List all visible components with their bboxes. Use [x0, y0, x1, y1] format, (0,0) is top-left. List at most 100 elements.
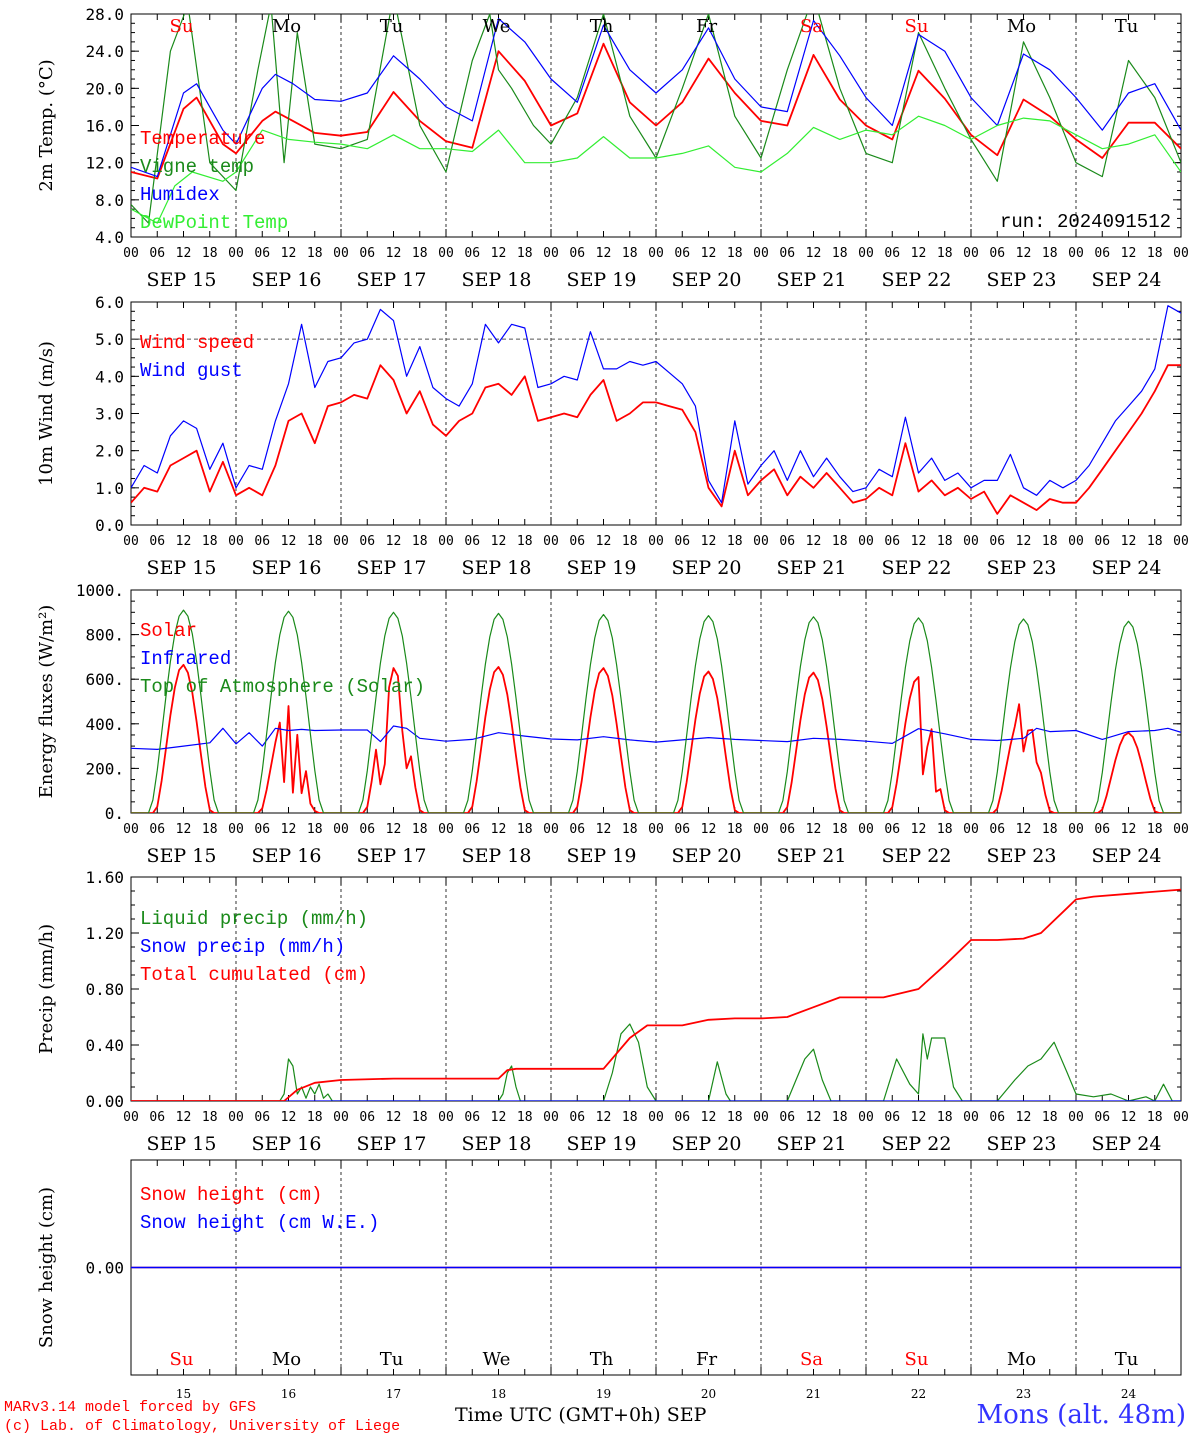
day-date-label: SEP 20	[672, 557, 742, 579]
hour-tick-label: 18	[937, 534, 953, 549]
day-number-label: 21	[806, 1387, 821, 1401]
series-line-total-cumulated-cm-	[131, 888, 1181, 1101]
hour-tick-label: 12	[386, 246, 402, 261]
day-date-label: SEP 19	[567, 269, 637, 291]
y-tick-label: 6.0	[95, 293, 124, 312]
day-date-label: SEP 20	[672, 1133, 742, 1155]
day-of-week-label: Su	[170, 1349, 194, 1370]
hour-tick-label: 18	[832, 822, 848, 837]
day-date-label: SEP 18	[462, 557, 532, 579]
y-axis-label: Snow height (cm)	[36, 1187, 57, 1348]
hour-tick-label: 06	[779, 1110, 795, 1125]
hour-tick-label: 12	[806, 534, 822, 549]
day-of-week-label: Tu	[380, 1349, 404, 1370]
hour-tick-label: 00	[858, 246, 874, 261]
day-of-week-label: Tu	[1115, 16, 1139, 37]
hour-tick-label: 18	[517, 1110, 533, 1125]
hour-tick-label: 12	[281, 822, 297, 837]
hour-tick-label: 00	[858, 822, 874, 837]
hour-tick-label: 18	[412, 1110, 428, 1125]
temp-panel: 4.0 8.0 12.0 16.0 20.0 24.0 28.0 2m Temp. (°C) 0…	[36, 5, 1189, 291]
hour-tick-label: 18	[832, 246, 848, 261]
hour-tick-label: 00	[753, 822, 769, 837]
series-line-top-of-atmosphere-solar-	[131, 609, 1181, 813]
hour-tick-label: 18	[622, 246, 638, 261]
energy-frame	[130, 589, 1182, 814]
hour-tick-label: 00	[543, 1110, 559, 1125]
hour-tick-label: 18	[307, 534, 323, 549]
day-of-week-label: Su	[170, 16, 194, 37]
hour-tick-label: 12	[176, 534, 192, 549]
hour-tick-label: 18	[832, 1110, 848, 1125]
legend-entry: Top of Atmosphere (Solar)	[140, 676, 425, 698]
day-date-label: SEP 21	[777, 269, 847, 291]
day-date-label: SEP 21	[777, 845, 847, 867]
day-date-label: SEP 16	[252, 557, 322, 579]
hour-tick-label: 06	[569, 1110, 585, 1125]
legend-entry: Wind speed	[140, 332, 254, 354]
hour-tick-label: 18	[727, 1110, 743, 1125]
day-date-label: SEP 24	[1092, 557, 1162, 579]
footer-credits: MARv3.14 model forced by GFS (c) Lab. of…	[4, 1398, 400, 1436]
y-tick-label: 400.	[85, 715, 124, 734]
hour-tick-label: 12	[1016, 534, 1032, 549]
hour-tick-label: 18	[1042, 1110, 1058, 1125]
series-line-liquid-precip-mm-h-	[131, 1023, 1181, 1101]
hour-tick-label: 00	[228, 246, 244, 261]
legend-entry: DewPoint Temp	[140, 212, 288, 234]
day-of-week-label: Mo	[272, 16, 301, 37]
hour-tick-label: 00	[753, 534, 769, 549]
hour-tick-label: 18	[1147, 534, 1163, 549]
day-of-week-label: Su	[905, 16, 929, 37]
legend-entry: Temperature	[140, 128, 265, 150]
day-of-week-label: Tu	[380, 16, 404, 37]
hour-tick-label: 18	[727, 246, 743, 261]
hour-tick-label: 00	[543, 246, 559, 261]
y-tick-label: 200.	[85, 759, 124, 778]
hour-tick-label: 12	[806, 246, 822, 261]
hour-tick-label: 12	[176, 822, 192, 837]
hour-tick-label: 00	[123, 534, 139, 549]
hour-tick-label: 12	[911, 534, 927, 549]
day-date-label: SEP 22	[882, 269, 952, 291]
day-of-week-label: Mo	[1007, 16, 1036, 37]
hour-tick-label: 12	[1016, 1110, 1032, 1125]
hour-tick-label: 00	[228, 534, 244, 549]
hour-tick-label: 00	[228, 1110, 244, 1125]
hour-tick-label: 00	[963, 534, 979, 549]
day-number-label: 18	[491, 1387, 506, 1401]
hour-tick-label: 06	[674, 1110, 690, 1125]
legend-entry: Total cumulated (cm)	[140, 964, 368, 986]
hour-tick-label: 00	[438, 822, 454, 837]
day-date-label: SEP 22	[882, 557, 952, 579]
hour-tick-label: 06	[674, 822, 690, 837]
hour-tick-label: 12	[491, 822, 507, 837]
hour-tick-label: 12	[911, 1110, 927, 1125]
legend-entry: Solar	[140, 620, 197, 642]
energy-series-group	[131, 609, 1181, 813]
hour-tick-label: 06	[464, 534, 480, 549]
day-date-label: SEP 23	[987, 269, 1057, 291]
hour-tick-label: 18	[622, 822, 638, 837]
x-axis-title: Time UTC (GMT+0h) SEP	[455, 1404, 706, 1426]
run-label: run: 2024091512	[1000, 211, 1171, 233]
hour-tick-label: 06	[359, 246, 375, 261]
hour-tick-label: 06	[989, 534, 1005, 549]
y-tick-label: 1.0	[95, 479, 124, 498]
legend-entry: Snow height (cm)	[140, 1184, 322, 1206]
hour-tick-label: 06	[779, 822, 795, 837]
hour-tick-label: 00	[123, 246, 139, 261]
day-date-label: SEP 24	[1092, 1133, 1162, 1155]
station-name: Mons (alt. 48m)	[976, 1400, 1186, 1430]
day-date-label: SEP 23	[987, 557, 1057, 579]
temp-series-group	[131, 14, 1181, 224]
hour-tick-label: 12	[701, 1110, 717, 1125]
hour-tick-label: 06	[1094, 1110, 1110, 1125]
hour-tick-label: 00	[963, 822, 979, 837]
hour-tick-label: 06	[149, 1110, 165, 1125]
day-date-label: SEP 19	[567, 1133, 637, 1155]
y-tick-label: 0.	[105, 804, 124, 823]
model-credit: MARv3.14 model forced by GFS	[4, 1399, 257, 1416]
y-tick-label: 4.0	[95, 228, 124, 247]
day-of-week-label: We	[483, 16, 511, 37]
